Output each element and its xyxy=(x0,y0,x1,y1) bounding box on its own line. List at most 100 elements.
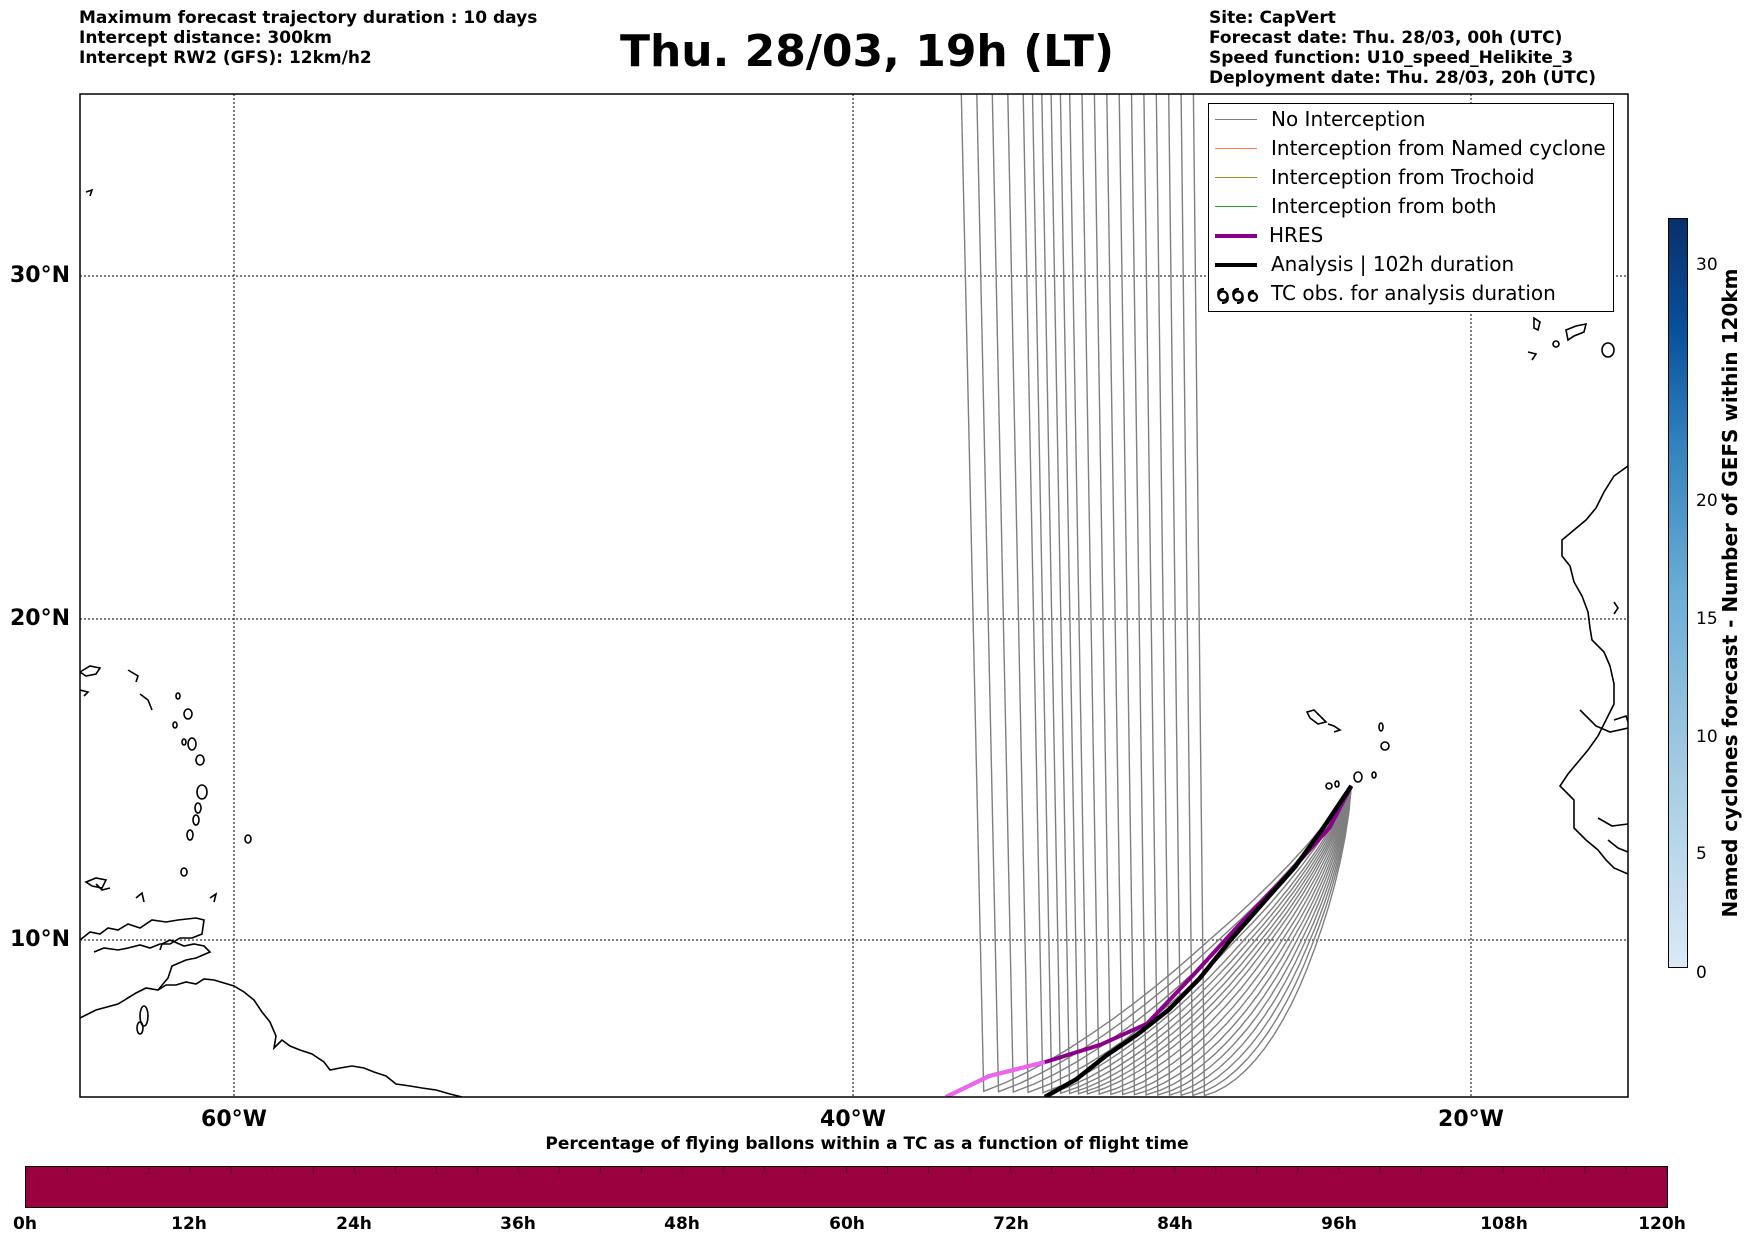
colorbar-tick-20: 20 xyxy=(1696,491,1718,511)
island xyxy=(80,689,90,697)
flight-time-tick: 120h xyxy=(1638,1214,1686,1234)
intercept-distance-text: Intercept distance: 300km xyxy=(79,28,332,48)
intercept-rw2-text: Intercept RW2 (GFS): 12km/h2 xyxy=(79,48,372,68)
legend-label: Interception from Trochoid xyxy=(1271,165,1535,189)
island xyxy=(135,891,145,903)
senegal-river xyxy=(1579,709,1628,733)
cape-verde-island xyxy=(1327,723,1342,733)
island xyxy=(139,693,153,711)
coast-detail xyxy=(1607,839,1628,853)
island xyxy=(187,737,197,751)
ensemble-trajectory xyxy=(1041,94,1352,1095)
lon-label-20w: 20°W xyxy=(1438,1107,1504,1132)
map-title: Thu. 28/03, 19h (LT) xyxy=(619,26,1115,77)
legend-label: No Interception xyxy=(1271,107,1426,131)
ensemble-trajectory xyxy=(1192,94,1352,1097)
colorbar-tick-15: 15 xyxy=(1696,609,1718,629)
ensemble-trajectory xyxy=(1168,94,1352,1097)
lat-label-20n: 20°N xyxy=(10,606,71,631)
colorbar-tick-5: 5 xyxy=(1696,844,1707,864)
ensemble-trajectory xyxy=(1155,94,1352,1097)
cape-verde-island xyxy=(1378,722,1384,732)
legend-item-both: Interception from both xyxy=(1209,192,1613,221)
ensemble-trajectory xyxy=(1081,94,1352,1096)
legend-label: Interception from Named cyclone xyxy=(1271,136,1606,160)
island xyxy=(196,784,208,800)
coast-detail xyxy=(1613,601,1619,615)
cape-verde-island xyxy=(1305,709,1328,725)
analysis-trajectory xyxy=(1043,784,1354,1097)
ensemble-trajectory xyxy=(1031,94,1352,1094)
island xyxy=(95,883,111,891)
legend-swatch xyxy=(1215,263,1257,267)
header-info-right: Site: CapVert Forecast date: Thu. 28/03,… xyxy=(1209,8,1596,88)
flight-time-tick: 60h xyxy=(829,1214,865,1234)
site-text: Site: CapVert xyxy=(1209,8,1336,28)
island xyxy=(85,188,94,197)
island xyxy=(181,738,187,746)
legend-item-named-cyclone: Interception from Named cyclone xyxy=(1209,134,1613,163)
flight-time-colorbar-title: Percentage of flying ballons within a TC… xyxy=(545,1134,1189,1154)
cape-verde-island xyxy=(1325,782,1333,790)
legend-swatch xyxy=(1215,148,1257,149)
ensemble-trajectory xyxy=(1106,94,1352,1096)
island xyxy=(84,877,108,889)
island xyxy=(139,1005,149,1027)
south-america-coast xyxy=(80,978,463,1097)
island xyxy=(209,892,218,903)
island xyxy=(127,669,139,683)
speed-function-text: Speed function: U10_speed_Helikite_3 xyxy=(1209,48,1574,68)
lat-label-30n: 30°N xyxy=(10,263,71,288)
legend-item-hres: HRES xyxy=(1209,221,1613,250)
legend-item-no-interception: No Interception xyxy=(1209,105,1613,134)
flight-time-tick: 36h xyxy=(500,1214,536,1234)
ensemble-trajectory xyxy=(1180,94,1352,1097)
island xyxy=(186,829,194,841)
colorbar-vertical-label: Named cyclones forecast - Number of GEFS… xyxy=(1718,268,1742,918)
legend-swatch xyxy=(1215,119,1257,120)
forecast-date-text: Forecast date: Thu. 28/03, 00h (UTC) xyxy=(1209,28,1563,48)
deployment-date-text: Deployment date: Thu. 28/03, 20h (UTC) xyxy=(1209,68,1596,88)
coastlines xyxy=(80,188,1628,1097)
legend-item-tc-obs: TC obs. for analysis duration xyxy=(1209,279,1613,308)
ensemble-trajectory xyxy=(1069,94,1352,1095)
island xyxy=(244,834,252,844)
flight-time-tick: 48h xyxy=(664,1214,700,1234)
flight-time-tick: 0h xyxy=(13,1214,37,1234)
colorbar-tick-30: 30 xyxy=(1696,255,1718,275)
flight-time-tick: 24h xyxy=(336,1214,372,1234)
west-africa-coast xyxy=(1558,465,1628,875)
colorbar-tick-0: 0 xyxy=(1696,963,1707,983)
canary-island xyxy=(1527,351,1538,361)
legend-label: Analysis | 102h duration xyxy=(1271,252,1515,276)
cape-verde-island xyxy=(1380,741,1390,751)
lon-label-40w: 40°W xyxy=(820,1107,886,1132)
map-frame xyxy=(79,93,1629,1098)
lon-label-60w: 60°W xyxy=(201,1107,267,1132)
flight-time-tick: 12h xyxy=(171,1214,207,1234)
legend-item-analysis: Analysis | 102h duration xyxy=(1209,250,1613,279)
lat-label-10n: 10°N xyxy=(10,927,71,952)
coast-detail xyxy=(1597,817,1628,827)
island xyxy=(136,1021,144,1035)
legend-swatch xyxy=(1215,234,1257,238)
canary-island xyxy=(1552,340,1560,348)
legend-swatch xyxy=(1215,177,1257,178)
ensemble-trajectory xyxy=(1050,94,1352,1095)
island xyxy=(175,692,181,700)
island xyxy=(183,708,193,720)
ensemble-trajectory xyxy=(1093,94,1352,1096)
legend-item-trochoid: Interception from Trochoid xyxy=(1209,163,1613,192)
ensemble-trajectory xyxy=(1059,94,1352,1095)
island xyxy=(80,665,102,677)
cyclone-symbols-icon xyxy=(1217,287,1259,304)
flight-time-tick: 84h xyxy=(1157,1214,1193,1234)
max-duration-text: Maximum forecast trajectory duration : 1… xyxy=(79,8,538,28)
legend-label: TC obs. for analysis duration xyxy=(1271,281,1556,305)
colorbar-minor-ticks xyxy=(26,1167,1667,1173)
island xyxy=(172,721,178,729)
legend-label: Interception from both xyxy=(1271,194,1497,218)
named-cyclones-colorbar xyxy=(1668,218,1688,968)
flight-time-tick: 96h xyxy=(1321,1214,1357,1234)
island xyxy=(195,754,205,766)
